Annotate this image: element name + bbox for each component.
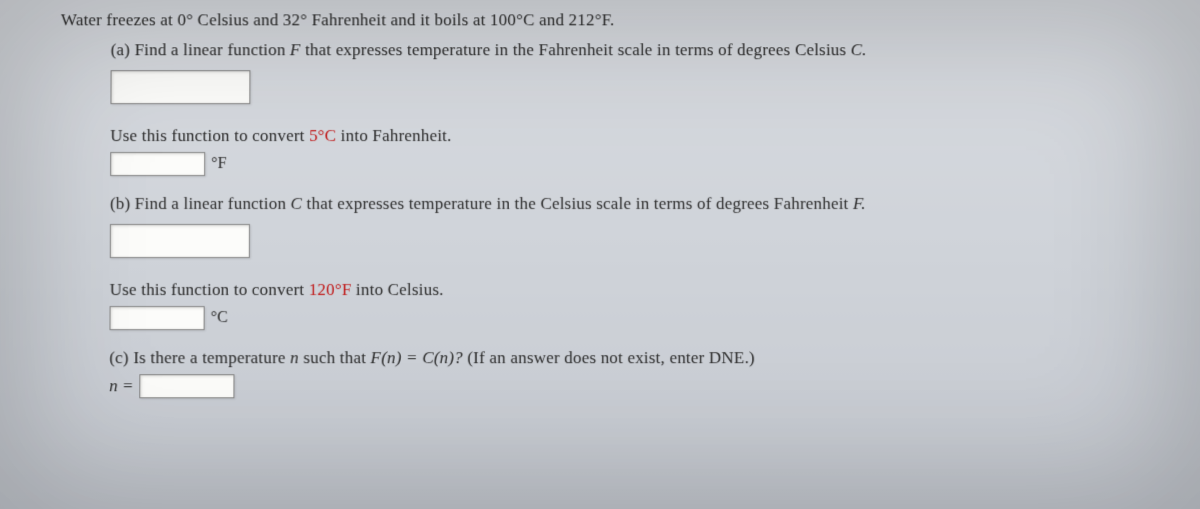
part-b-rest: that expresses temperature in the Celsiu…: [302, 194, 853, 213]
part-c-label: (c) Is there a temperature: [109, 348, 290, 367]
part-b-sub-instruction: Use this function to convert 120°F into …: [110, 280, 1161, 300]
part-a-prompt: (a) Find a linear function F that expres…: [111, 40, 1160, 60]
part-c-n-prefix: n =: [109, 376, 133, 396]
part-c-hint: (If an answer does not exist, enter DNE.…: [463, 348, 755, 367]
part-c-prompt: (c) Is there a temperature n such that F…: [109, 348, 1160, 368]
part-b-prompt: (b) Find a linear function C that expres…: [110, 194, 1160, 214]
part-b-sub-pre: Use this function to convert: [110, 280, 309, 299]
part-a-sub-instruction: Use this function to convert 5°C into Fa…: [110, 126, 1159, 146]
part-a-answer-input[interactable]: [110, 70, 250, 104]
part-a-rest: that expresses temperature in the Fahren…: [301, 40, 851, 59]
part-c-eq: F(n) = C(n)?: [370, 348, 462, 367]
problem-intro: Water freezes at 0° Celsius and 32° Fahr…: [61, 10, 1159, 30]
part-a-convert-input[interactable]: [110, 152, 205, 176]
part-a-label: (a) Find a linear function: [111, 40, 290, 59]
part-c-var-n: n: [290, 348, 299, 367]
part-a-sub-value: 5°C: [309, 126, 336, 145]
part-c-mid: such that: [299, 348, 371, 367]
part-c-answer-input[interactable]: [139, 374, 234, 398]
part-b-convert-input[interactable]: [109, 306, 204, 330]
part-b-answer-input[interactable]: [110, 224, 250, 258]
part-a-var-f: F: [290, 40, 301, 59]
part-b-var-f: F.: [853, 194, 866, 213]
part-a-sub-pre: Use this function to convert: [110, 126, 309, 145]
part-b-unit: °C: [211, 309, 228, 327]
part-b-label: (b) Find a linear function: [110, 194, 291, 213]
part-a-unit: °F: [211, 155, 226, 173]
part-b-sub-post: into Celsius.: [351, 280, 443, 299]
part-b-sub-value: 120°F: [309, 280, 352, 299]
part-a-var-c: C.: [851, 40, 867, 59]
part-b-var-c: C: [291, 194, 303, 213]
part-a-sub-post: into Fahrenheit.: [336, 126, 451, 145]
